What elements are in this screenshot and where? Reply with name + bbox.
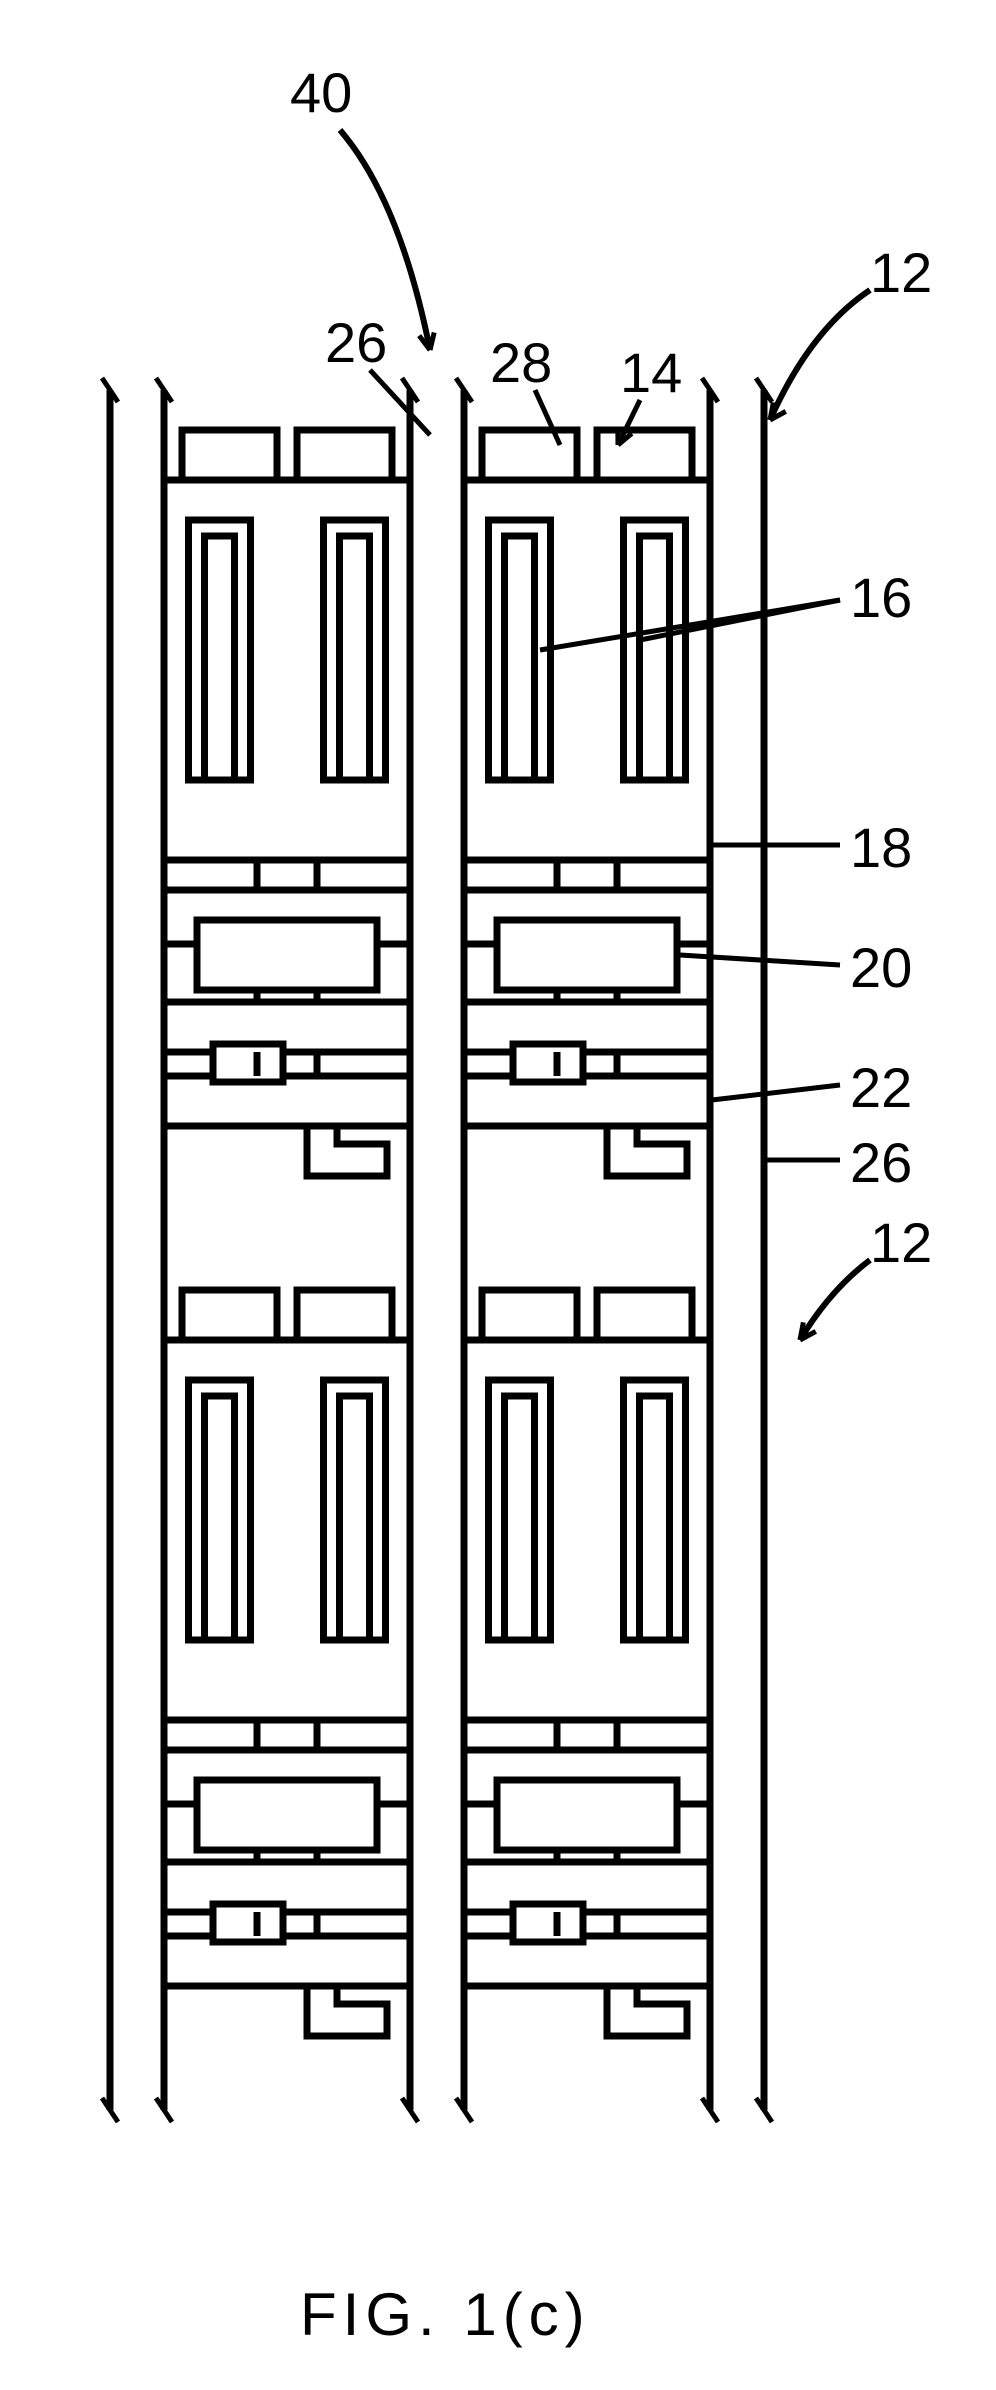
label-18: 18 [850, 815, 912, 880]
label-14: 14 [620, 340, 682, 405]
label-26: 26 [325, 310, 387, 375]
label-22: 22 [850, 1055, 912, 1120]
figure-caption: FIG. 1(c) [300, 2280, 591, 2349]
label-12: 12 [870, 240, 932, 305]
label-20: 20 [850, 935, 912, 1000]
label-28: 28 [490, 330, 552, 395]
label-40: 40 [290, 60, 352, 125]
label-12: 12 [870, 1210, 932, 1275]
label-16: 16 [850, 565, 912, 630]
label-26: 26 [850, 1130, 912, 1195]
